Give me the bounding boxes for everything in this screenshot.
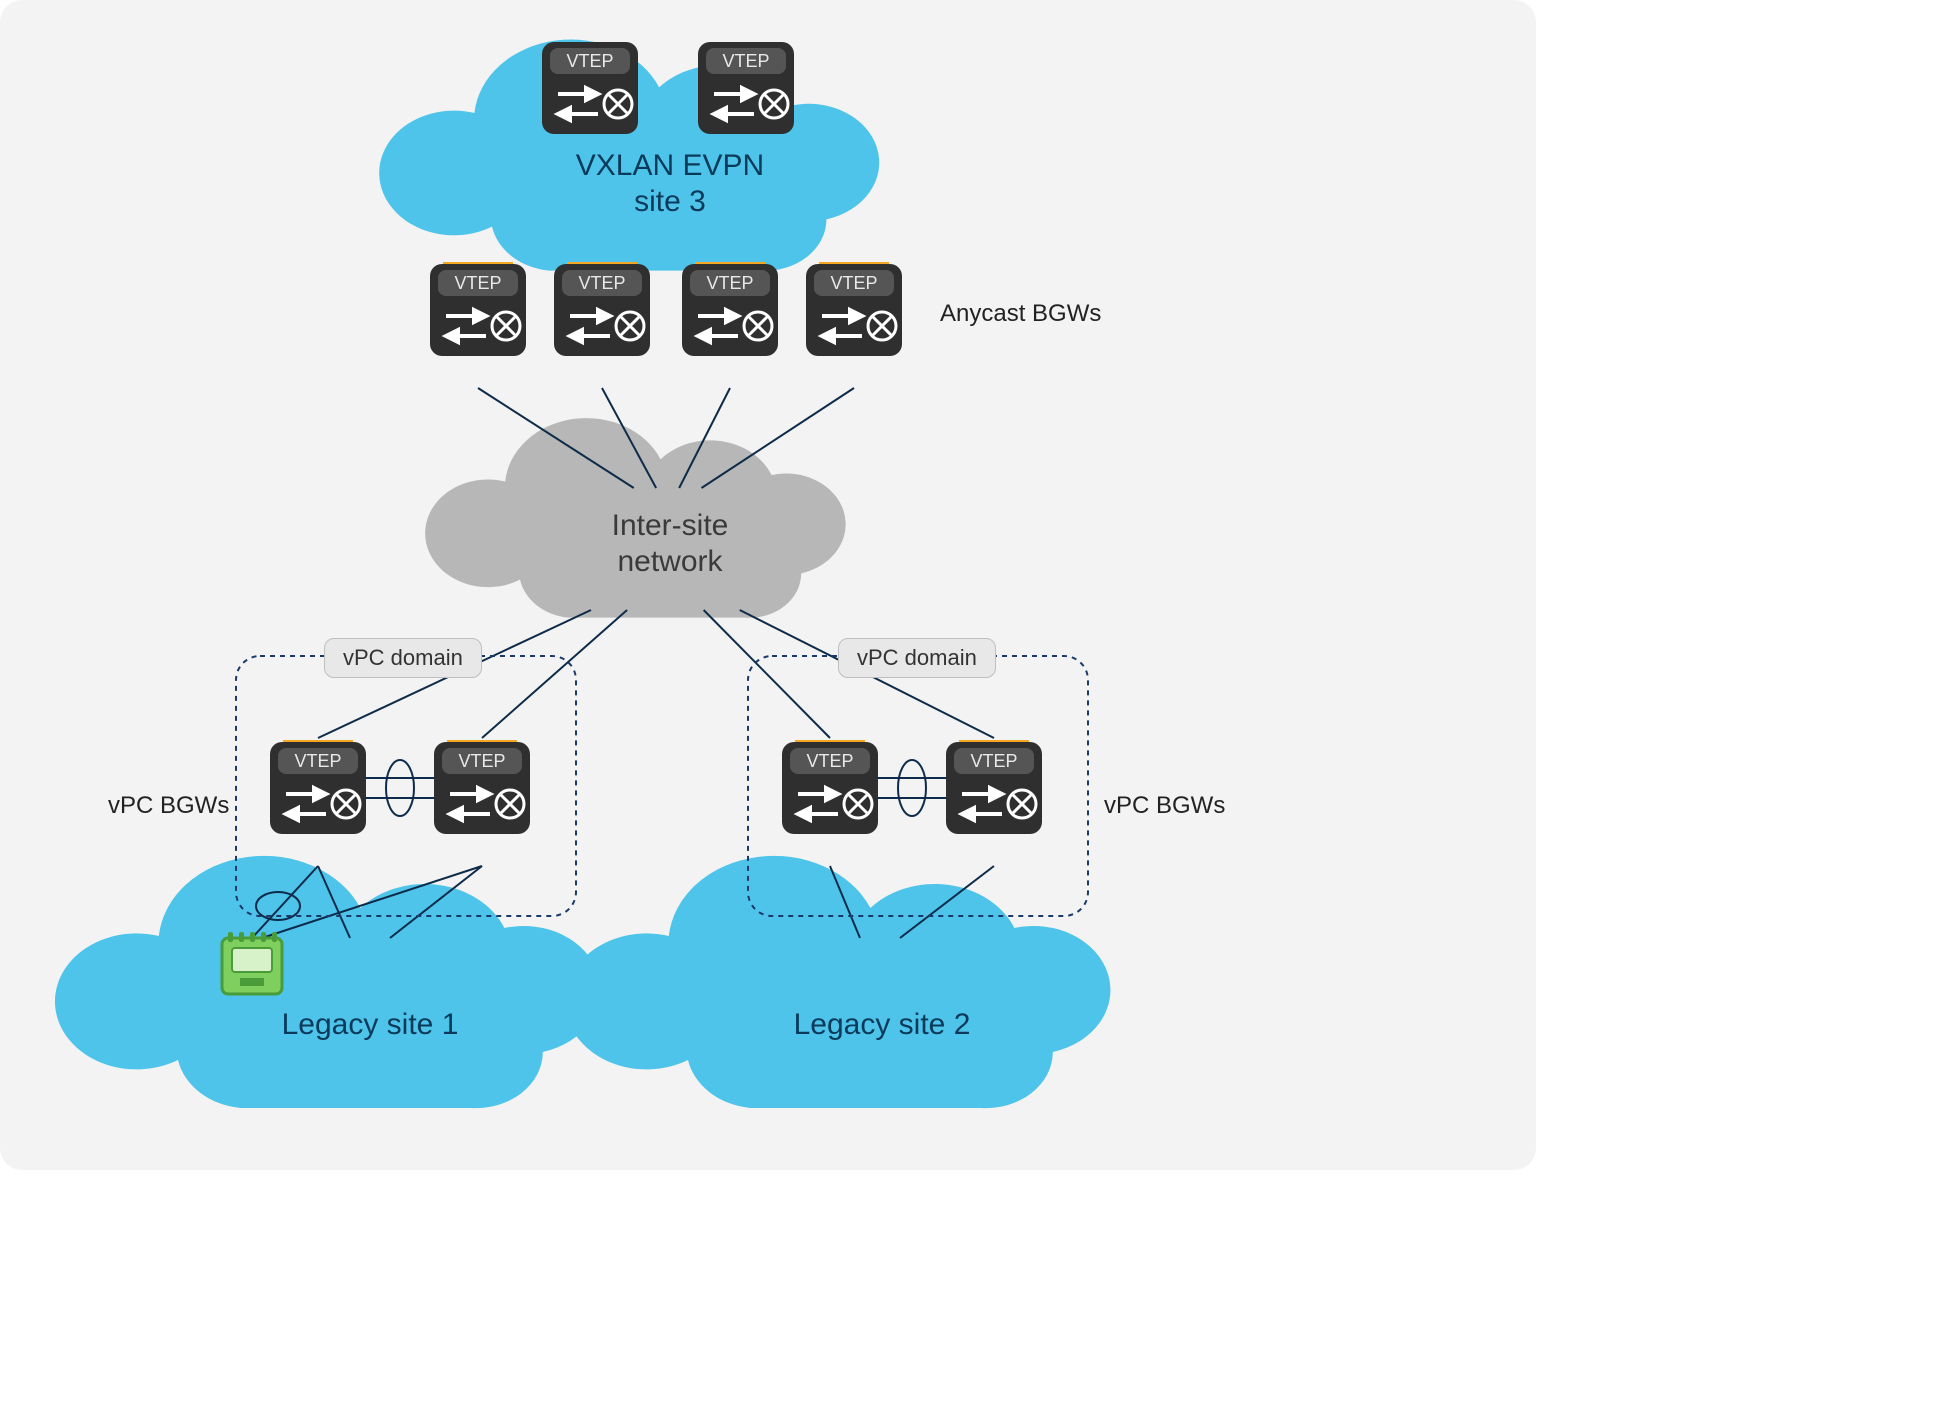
vpc-bgws-right-label: vPC BGWs — [1104, 792, 1225, 820]
svg-text:VTEP: VTEP — [566, 51, 613, 71]
anycast-bgws-label: Anycast BGWs — [940, 300, 1101, 328]
vtep-device-icon: VTEP — [944, 740, 1044, 836]
svg-text:VTEP: VTEP — [706, 273, 753, 293]
vpc-domain-left-pill: vPC domain — [324, 638, 482, 678]
vtep-device-icon: VTEP — [268, 740, 368, 836]
vtep-device-icon: VTEP — [804, 262, 904, 358]
svg-text:VTEP: VTEP — [806, 751, 853, 771]
svg-text:VTEP: VTEP — [722, 51, 769, 71]
vtep-device-icon: VTEP — [696, 40, 796, 136]
site1-bgw-vtep-1: VTEP BGW — [432, 740, 532, 771]
vpc-bgws-left-label: vPC BGWs — [108, 792, 229, 820]
site1-bgw-vtep-0: VTEP BGW — [268, 740, 368, 771]
site3-label: VXLAN EVPNsite 3 — [520, 148, 820, 220]
svg-text:VTEP: VTEP — [578, 273, 625, 293]
site2-bgw-vtep-0: VTEP BGW — [780, 740, 880, 771]
svg-text:VTEP: VTEP — [970, 751, 1017, 771]
vtep-device-icon: VTEP — [552, 262, 652, 358]
vtep-device-icon: VTEP — [680, 262, 780, 358]
anycast-bgw-vtep-2: VTEP BGW — [680, 262, 780, 293]
anycast-bgw-vtep-1: VTEP BGW — [552, 262, 652, 293]
intersite-label: Inter-sitenetwork — [540, 508, 800, 580]
vtep-device-icon: VTEP — [540, 40, 640, 136]
svg-text:VTEP: VTEP — [454, 273, 501, 293]
vpc-domain-right-pill: vPC domain — [838, 638, 996, 678]
svg-text:VTEP: VTEP — [294, 751, 341, 771]
site2-bgw-vtep-1: VTEP BGW — [944, 740, 1044, 771]
vtep-device-icon: VTEP — [428, 262, 528, 358]
anycast-bgw-vtep-3: VTEP BGW — [804, 262, 904, 293]
svg-text:VTEP: VTEP — [830, 273, 877, 293]
svg-text:VTEP: VTEP — [458, 751, 505, 771]
anycast-bgw-vtep-0: VTEP BGW — [428, 262, 528, 293]
vtep-device-icon: VTEP — [432, 740, 532, 836]
vtep-device-icon: VTEP — [780, 740, 880, 836]
legacy2-label: Legacy site 2 — [752, 1008, 1012, 1042]
legacy1-label: Legacy site 1 — [240, 1008, 500, 1042]
